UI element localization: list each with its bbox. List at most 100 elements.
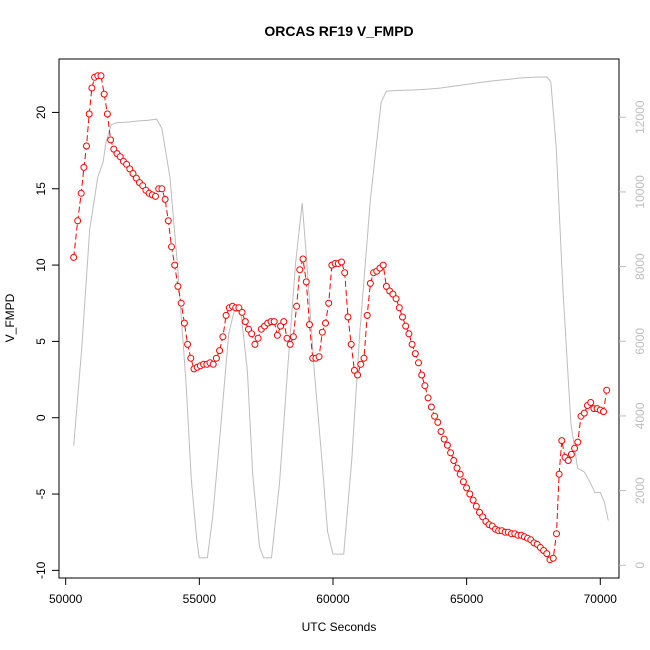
data-point — [411, 350, 419, 358]
data-point — [564, 457, 572, 464]
data-point — [126, 165, 134, 173]
y2-tick-label: 0 — [633, 562, 647, 569]
data-point — [437, 428, 445, 435]
data-point — [88, 84, 96, 92]
data-point — [389, 290, 397, 298]
y-axis-label: V_FMPD — [3, 293, 17, 342]
data-point — [302, 278, 310, 286]
data-point — [543, 550, 551, 558]
data-point — [235, 304, 243, 312]
data-point — [338, 258, 345, 266]
y-tick-label: -5 — [34, 488, 48, 499]
data-point — [219, 333, 227, 341]
data-point — [450, 457, 458, 464]
data-point — [366, 279, 374, 287]
data-point — [553, 530, 560, 538]
data-point — [187, 354, 195, 362]
y-axis-left: -10 -5 0 5 10 15 20 — [34, 105, 59, 579]
data-point — [357, 360, 365, 368]
data-point — [469, 496, 477, 504]
data-point — [440, 435, 448, 443]
data-point — [74, 217, 82, 225]
data-point — [286, 340, 294, 348]
y-axis-right: 0 2000 4000 6000 8000 10000 12000 — [619, 100, 647, 569]
data-point — [574, 438, 582, 446]
data-point — [322, 319, 329, 327]
data-point — [603, 386, 611, 394]
data-point — [97, 72, 105, 80]
data-point — [129, 170, 137, 177]
data-point — [341, 269, 349, 277]
data-point — [363, 311, 371, 319]
data-point — [405, 330, 413, 338]
y-tick-label: 10 — [34, 258, 48, 272]
data-point — [139, 182, 147, 190]
data-point — [161, 195, 169, 203]
y2-tick-label: 8000 — [633, 253, 647, 280]
x-axis-label: UTC Seconds — [302, 620, 377, 634]
data-point — [283, 334, 291, 342]
chart-title: ORCAS RF19 V_FMPD — [264, 23, 413, 39]
data-point — [344, 313, 352, 321]
primary-series — [70, 72, 611, 564]
data-point — [415, 359, 422, 367]
data-point — [427, 403, 435, 411]
y2-tick-label: 12000 — [633, 100, 647, 134]
y-tick-label: -10 — [34, 561, 48, 579]
data-point — [325, 299, 333, 307]
y-tick-label: 20 — [34, 105, 48, 119]
data-point — [382, 282, 390, 290]
data-point — [248, 330, 256, 338]
data-point — [123, 160, 131, 168]
data-point — [392, 295, 400, 303]
data-point — [459, 478, 467, 486]
data-point — [466, 490, 474, 498]
data-point — [280, 318, 288, 326]
data-point — [549, 554, 557, 562]
data-point — [273, 331, 281, 339]
primary-series-line — [73, 75, 608, 561]
data-point — [180, 319, 188, 327]
data-point — [152, 192, 159, 200]
data-point — [318, 328, 326, 336]
data-point — [580, 409, 588, 417]
data-point — [434, 418, 442, 426]
data-point — [100, 90, 108, 98]
data-point — [456, 470, 464, 478]
data-point — [80, 163, 88, 171]
data-point — [293, 302, 301, 310]
data-point — [212, 354, 220, 362]
x-tick-label: 60000 — [316, 592, 350, 606]
data-point — [567, 450, 575, 458]
y2-tick-label: 10000 — [633, 175, 647, 209]
data-point — [289, 333, 297, 341]
data-point — [447, 449, 455, 457]
data-point — [168, 243, 175, 251]
y-tick-label: 0 — [34, 414, 48, 421]
data-point — [171, 261, 179, 269]
data-point — [379, 261, 387, 269]
data-point — [395, 304, 403, 312]
data-point — [479, 513, 487, 521]
data-point — [70, 253, 78, 261]
data-point — [251, 340, 259, 348]
data-point — [103, 110, 111, 118]
data-point — [315, 353, 323, 361]
x-tick-label: 70000 — [584, 592, 618, 606]
data-point — [463, 484, 471, 492]
data-point — [418, 371, 426, 379]
data-point — [296, 266, 304, 274]
data-point — [116, 153, 124, 161]
data-point — [107, 136, 115, 144]
plot-frame — [58, 58, 620, 579]
data-point — [472, 502, 480, 510]
data-point — [306, 321, 313, 329]
data-point — [587, 399, 595, 406]
data-point — [555, 470, 563, 478]
data-point — [443, 441, 451, 449]
data-point — [216, 347, 224, 355]
data-point — [254, 334, 262, 342]
y2-tick-label: 6000 — [633, 328, 647, 355]
data-point — [424, 394, 432, 402]
